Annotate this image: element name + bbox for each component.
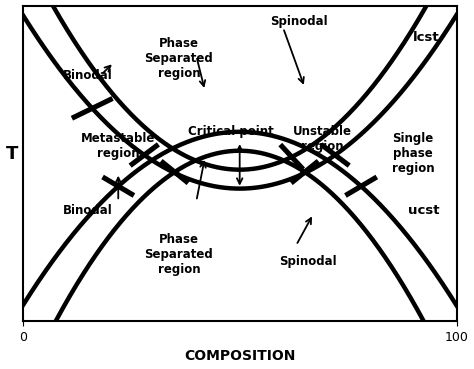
Text: Phase
Separated
region: Phase Separated region	[145, 37, 213, 80]
Text: ucst: ucst	[408, 204, 439, 217]
Y-axis label: T: T	[6, 145, 18, 163]
Text: Single
phase
region: Single phase region	[392, 132, 435, 175]
Text: Phase
Separated
region: Phase Separated region	[145, 233, 213, 276]
Text: Spinodal: Spinodal	[270, 15, 328, 28]
Text: Metastable
region: Metastable region	[81, 132, 155, 160]
Text: Spinodal: Spinodal	[279, 255, 337, 268]
Text: Binodal: Binodal	[63, 204, 113, 217]
Text: Critical point: Critical point	[188, 125, 274, 138]
X-axis label: COMPOSITION: COMPOSITION	[184, 349, 295, 363]
Text: Unstable
region: Unstable region	[292, 125, 352, 154]
Text: Binodal: Binodal	[63, 69, 113, 82]
Text: lcst: lcst	[412, 31, 439, 44]
